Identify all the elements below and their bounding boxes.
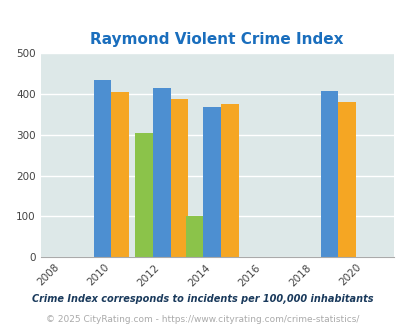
Bar	[135, 133, 153, 257]
Bar	[170, 99, 188, 257]
Bar	[220, 104, 238, 257]
Bar	[93, 80, 111, 257]
Bar	[337, 102, 355, 257]
Bar	[185, 216, 203, 257]
Text: © 2025 CityRating.com - https://www.cityrating.com/crime-statistics/: © 2025 CityRating.com - https://www.city…	[46, 315, 359, 324]
Bar	[153, 88, 170, 257]
Bar	[320, 91, 337, 257]
Bar	[203, 107, 220, 257]
Bar	[111, 92, 128, 257]
Title: Raymond Violent Crime Index: Raymond Violent Crime Index	[90, 32, 343, 48]
Text: Crime Index corresponds to incidents per 100,000 inhabitants: Crime Index corresponds to incidents per…	[32, 294, 373, 304]
